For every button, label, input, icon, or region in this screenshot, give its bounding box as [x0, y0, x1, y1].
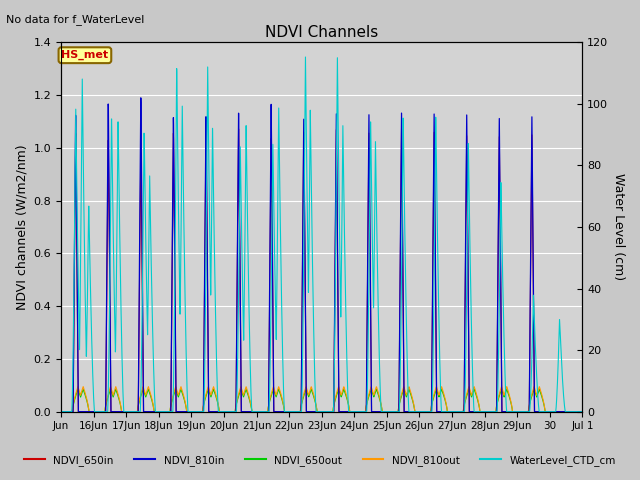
Text: No data for f_WaterLevel: No data for f_WaterLevel — [6, 14, 145, 25]
Legend: NDVI_650in, NDVI_810in, NDVI_650out, NDVI_810out, WaterLevel_CTD_cm: NDVI_650in, NDVI_810in, NDVI_650out, NDV… — [20, 451, 620, 470]
Title: NDVI Channels: NDVI Channels — [265, 24, 378, 39]
Text: HS_met: HS_met — [61, 50, 108, 60]
Y-axis label: Water Level (cm): Water Level (cm) — [612, 173, 625, 280]
Y-axis label: NDVI channels (W/m2/nm): NDVI channels (W/m2/nm) — [15, 144, 28, 310]
